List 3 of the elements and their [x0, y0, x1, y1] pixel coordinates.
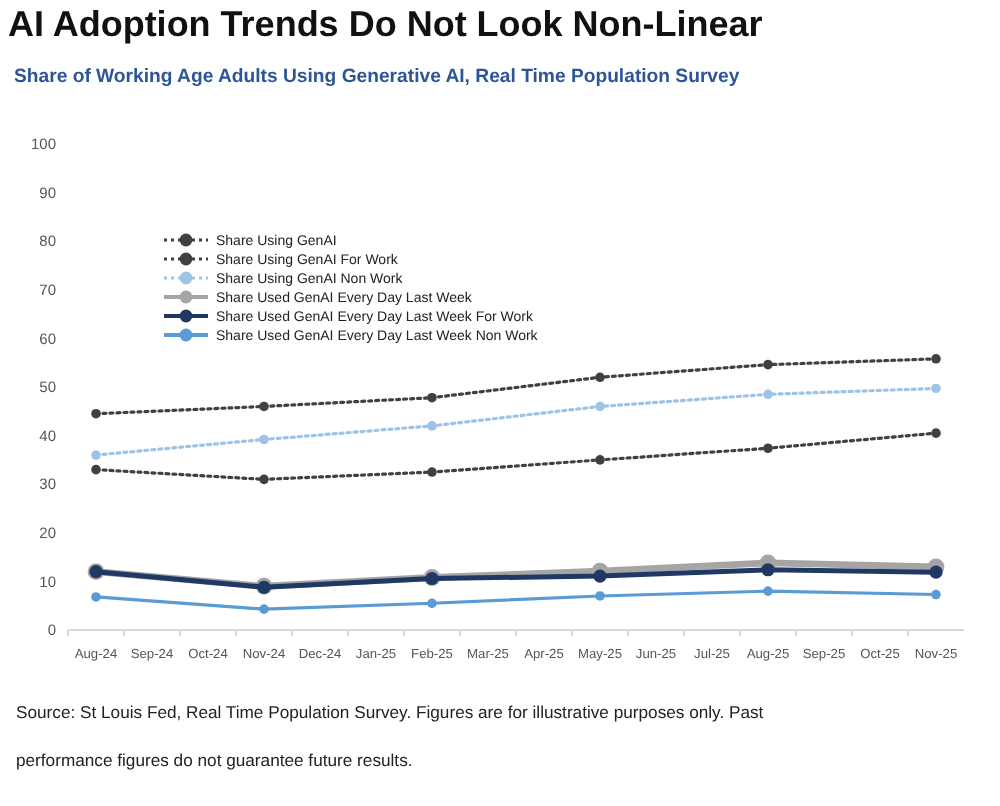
text: Source: St Louis Fed, Real Time Population Survey. Figures are for illustrative purposes only. Past performance figures do not guarantee future results. [16, 702, 764, 770]
chart-title: AI Adoption Trends Do Not Look Non-Linear [8, 4, 763, 44]
chart-subtitle: Share of Working Age Adults Using Generative AI, Real Time Population Survey [14, 66, 741, 88]
